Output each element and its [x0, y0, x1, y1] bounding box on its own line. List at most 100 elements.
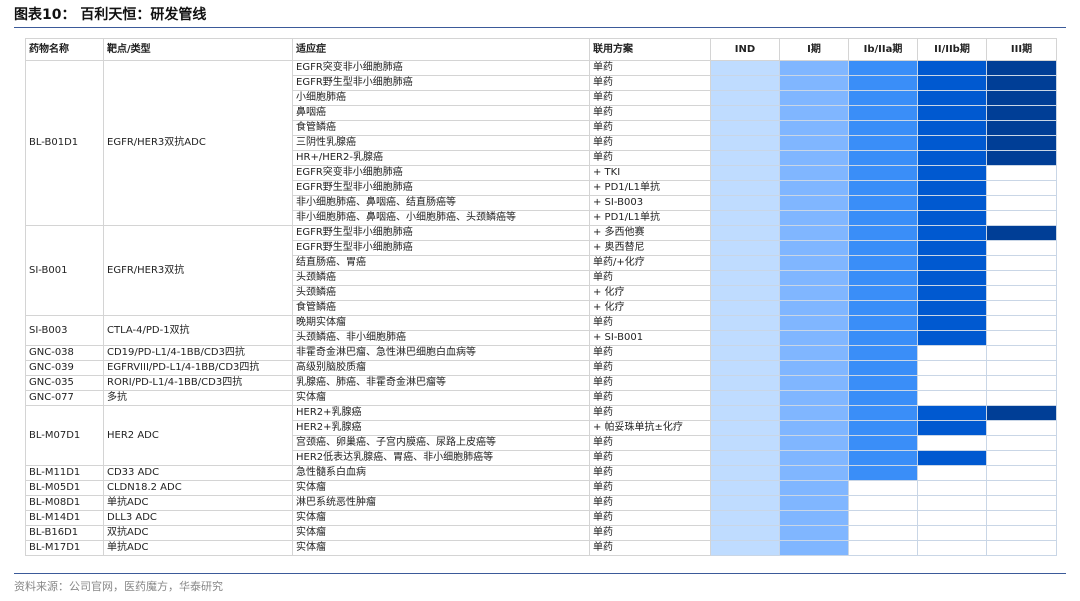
phase-cell	[848, 315, 918, 331]
phase-cell	[986, 540, 1057, 556]
phase-cell	[917, 60, 987, 76]
table-header: 药物名称 靶点/类型 适应症 联用方案 IND I期 Ib/IIa期 II/II…	[25, 38, 1057, 61]
indication: 鼻咽癌	[292, 105, 590, 121]
combo: 单药	[589, 375, 711, 391]
phase-cell	[917, 150, 987, 166]
phase-cell	[917, 255, 987, 271]
phase-cell	[710, 75, 780, 91]
phase-cell	[986, 375, 1057, 391]
phase-cell	[986, 390, 1057, 406]
phase-cell	[848, 120, 918, 136]
table-row: GNC-077 多抗 实体瘤 单药	[25, 390, 1057, 406]
phase-cell	[917, 480, 987, 496]
phase-cell	[848, 525, 918, 541]
drug-name: SI-B003	[25, 315, 104, 346]
combo: 单药	[589, 525, 711, 541]
combo: 单药	[589, 435, 711, 451]
phase-cell	[986, 405, 1057, 421]
col-combo: 联用方案	[589, 38, 711, 61]
drug-target: 双抗ADC	[103, 525, 293, 541]
phase-cell	[779, 60, 849, 76]
phase-cell	[848, 165, 918, 181]
indication: 结直肠癌、胃癌	[292, 255, 590, 271]
phase-cell	[779, 420, 849, 436]
combo: + 奥西替尼	[589, 240, 711, 256]
phase-cell	[779, 135, 849, 151]
phase-cell	[848, 210, 918, 226]
phase-cell	[710, 120, 780, 136]
col-ind: IND	[710, 38, 780, 61]
phase-cell	[779, 495, 849, 511]
phase-cell	[710, 225, 780, 241]
phase-cell	[917, 270, 987, 286]
phase-cell	[779, 105, 849, 121]
phase-cell	[986, 510, 1057, 526]
phase-cell	[710, 405, 780, 421]
phase-cell	[779, 195, 849, 211]
phase-cell	[848, 345, 918, 361]
phase-cell	[848, 270, 918, 286]
phase-cell	[917, 435, 987, 451]
combo: 单药	[589, 480, 711, 496]
drug-name: GNC-077	[25, 390, 104, 406]
phase-cell	[779, 180, 849, 196]
title-divider	[14, 27, 1066, 28]
phase-cell	[779, 300, 849, 316]
phase-cell	[848, 420, 918, 436]
table-row: GNC-035 RORI/PD-L1/4-1BB/CD3四抗 乳腺癌、肺癌、非霍奇金…	[25, 375, 1057, 391]
drug-target: DLL3 ADC	[103, 510, 293, 526]
combo: 单药	[589, 135, 711, 151]
phase-cell	[917, 540, 987, 556]
col-target: 靶点/类型	[103, 38, 293, 61]
phase-cell	[848, 60, 918, 76]
drug-target: EGFR/HER3双抗ADC	[103, 60, 293, 226]
phase-cell	[710, 465, 780, 481]
phase-cell	[986, 465, 1057, 481]
phase-cell	[848, 285, 918, 301]
indication: 小细胞肺癌	[292, 90, 590, 106]
phase-cell	[848, 75, 918, 91]
phase-cell	[710, 180, 780, 196]
phase-cell	[710, 525, 780, 541]
table-row: BL-B16D1 双抗ADC 实体瘤 单药	[25, 525, 1057, 541]
col-phase-1: I期	[779, 38, 849, 61]
phase-cell	[848, 450, 918, 466]
phase-cell	[779, 510, 849, 526]
drug-name: GNC-038	[25, 345, 104, 361]
drug-name: BL-B01D1	[25, 60, 104, 226]
table-row: HER2+乳腺癌 + 帕妥珠单抗±化疗	[26, 420, 1057, 436]
table-row: SI-B003 CTLA-4/PD-1双抗 晚期实体瘤 单药	[25, 315, 1057, 346]
drug-name: SI-B001	[25, 225, 104, 316]
drug-name: BL-M11D1	[25, 465, 104, 481]
phase-cell	[848, 510, 918, 526]
indication: 食管鳞癌	[292, 120, 590, 136]
phase-cell	[710, 450, 780, 466]
phase-cell	[848, 150, 918, 166]
indication: 头颈鳞癌	[292, 270, 590, 286]
col-drug-name: 药物名称	[25, 38, 104, 61]
phase-cell	[710, 390, 780, 406]
phase-cell	[848, 180, 918, 196]
phase-cell	[710, 420, 780, 436]
combo: 单药	[589, 450, 711, 466]
combo: + PD1/L1单抗	[589, 210, 711, 226]
combo: + SI-B001	[589, 330, 711, 346]
phase-cell	[848, 540, 918, 556]
indication: EGFR野生型非小细胞肺癌	[292, 225, 590, 241]
phase-cell	[848, 465, 918, 481]
phase-cell	[848, 375, 918, 391]
phase-cell	[848, 105, 918, 121]
table-row: EGFR野生型非小细胞肺癌 单药	[26, 75, 1057, 91]
phase-cell	[710, 510, 780, 526]
phase-cell	[710, 300, 780, 316]
phase-cell	[779, 285, 849, 301]
footer-divider	[14, 573, 1066, 574]
drug-target: CTLA-4/PD-1双抗	[103, 315, 293, 346]
table-row: 鼻咽癌 单药	[26, 105, 1057, 121]
indication: 头颈鳞癌、非小细胞肺癌	[292, 330, 590, 346]
phase-cell	[986, 75, 1057, 91]
combo: 单药	[589, 360, 711, 376]
figure-title: 图表10： 百利天恒：研发管线	[14, 7, 207, 23]
indication: EGFR突变非小细胞肺癌	[292, 165, 590, 181]
phase-cell	[710, 360, 780, 376]
